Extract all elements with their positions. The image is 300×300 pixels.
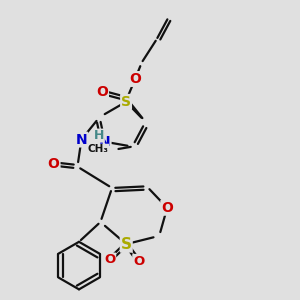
Text: O: O <box>133 255 144 268</box>
Text: O: O <box>48 157 60 171</box>
Text: H: H <box>94 129 104 142</box>
Text: S: S <box>121 237 132 252</box>
Text: N: N <box>76 133 87 147</box>
Text: CH₃: CH₃ <box>88 144 109 154</box>
Text: O: O <box>161 201 173 215</box>
Text: O: O <box>104 254 115 266</box>
Text: S: S <box>121 95 131 109</box>
Text: O: O <box>96 85 108 99</box>
Text: O: O <box>129 72 141 86</box>
Text: N: N <box>99 135 111 149</box>
Text: methyl: methyl <box>100 148 105 150</box>
